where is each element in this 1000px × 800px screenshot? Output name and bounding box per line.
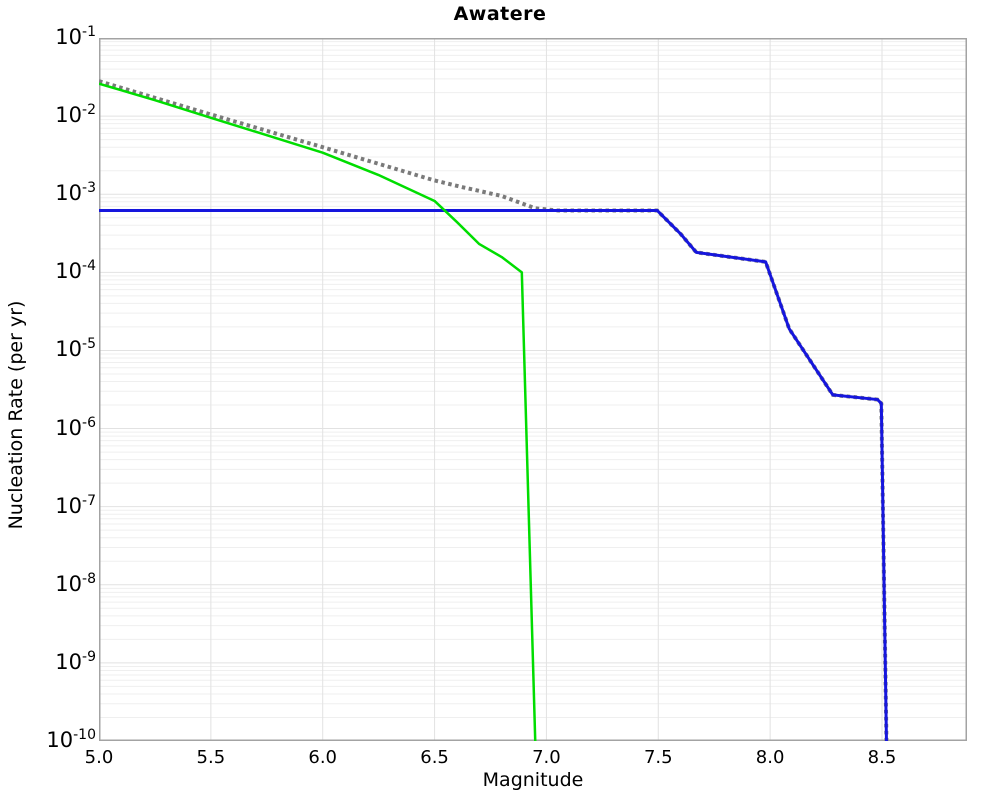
y-tick-label: 10-3	[55, 180, 96, 206]
x-tick-label: 8.0	[755, 747, 785, 768]
gridlines	[99, 38, 967, 741]
x-tick-label: 6.0	[308, 747, 338, 768]
y-tick-label: 10-1	[55, 24, 96, 50]
axes-frame	[99, 38, 967, 741]
x-tick-label: 8.5	[867, 747, 897, 768]
plot-area	[99, 38, 967, 741]
x-tick-label: 5.0	[84, 747, 114, 768]
comparison-rate-green-line	[99, 82, 537, 741]
y-tick-label: 10-7	[55, 492, 96, 518]
y-tick-label: 10-2	[55, 102, 96, 128]
x-axis-label: Magnitude	[482, 769, 584, 791]
chart-title: Awatere	[453, 3, 547, 25]
y-tick-label: 10-9	[55, 648, 96, 674]
y-axis-label: Nucleation Rate (per yr)	[5, 300, 27, 530]
target-gr-dotted-line	[99, 79, 889, 741]
solution-rate-blue-line	[99, 208, 888, 741]
y-tick-label: 10-4	[55, 258, 96, 284]
y-tick-label: 10-8	[55, 570, 96, 596]
x-tick-label: 7.5	[643, 747, 673, 768]
x-tick-label: 7.0	[532, 747, 561, 768]
y-tick-label: 10-5	[55, 336, 96, 362]
x-tick-label: 5.5	[196, 747, 226, 768]
y-tick-label: 10-10	[46, 727, 96, 753]
x-tick-label: 6.5	[420, 747, 449, 768]
y-tick-label: 10-6	[55, 414, 96, 440]
